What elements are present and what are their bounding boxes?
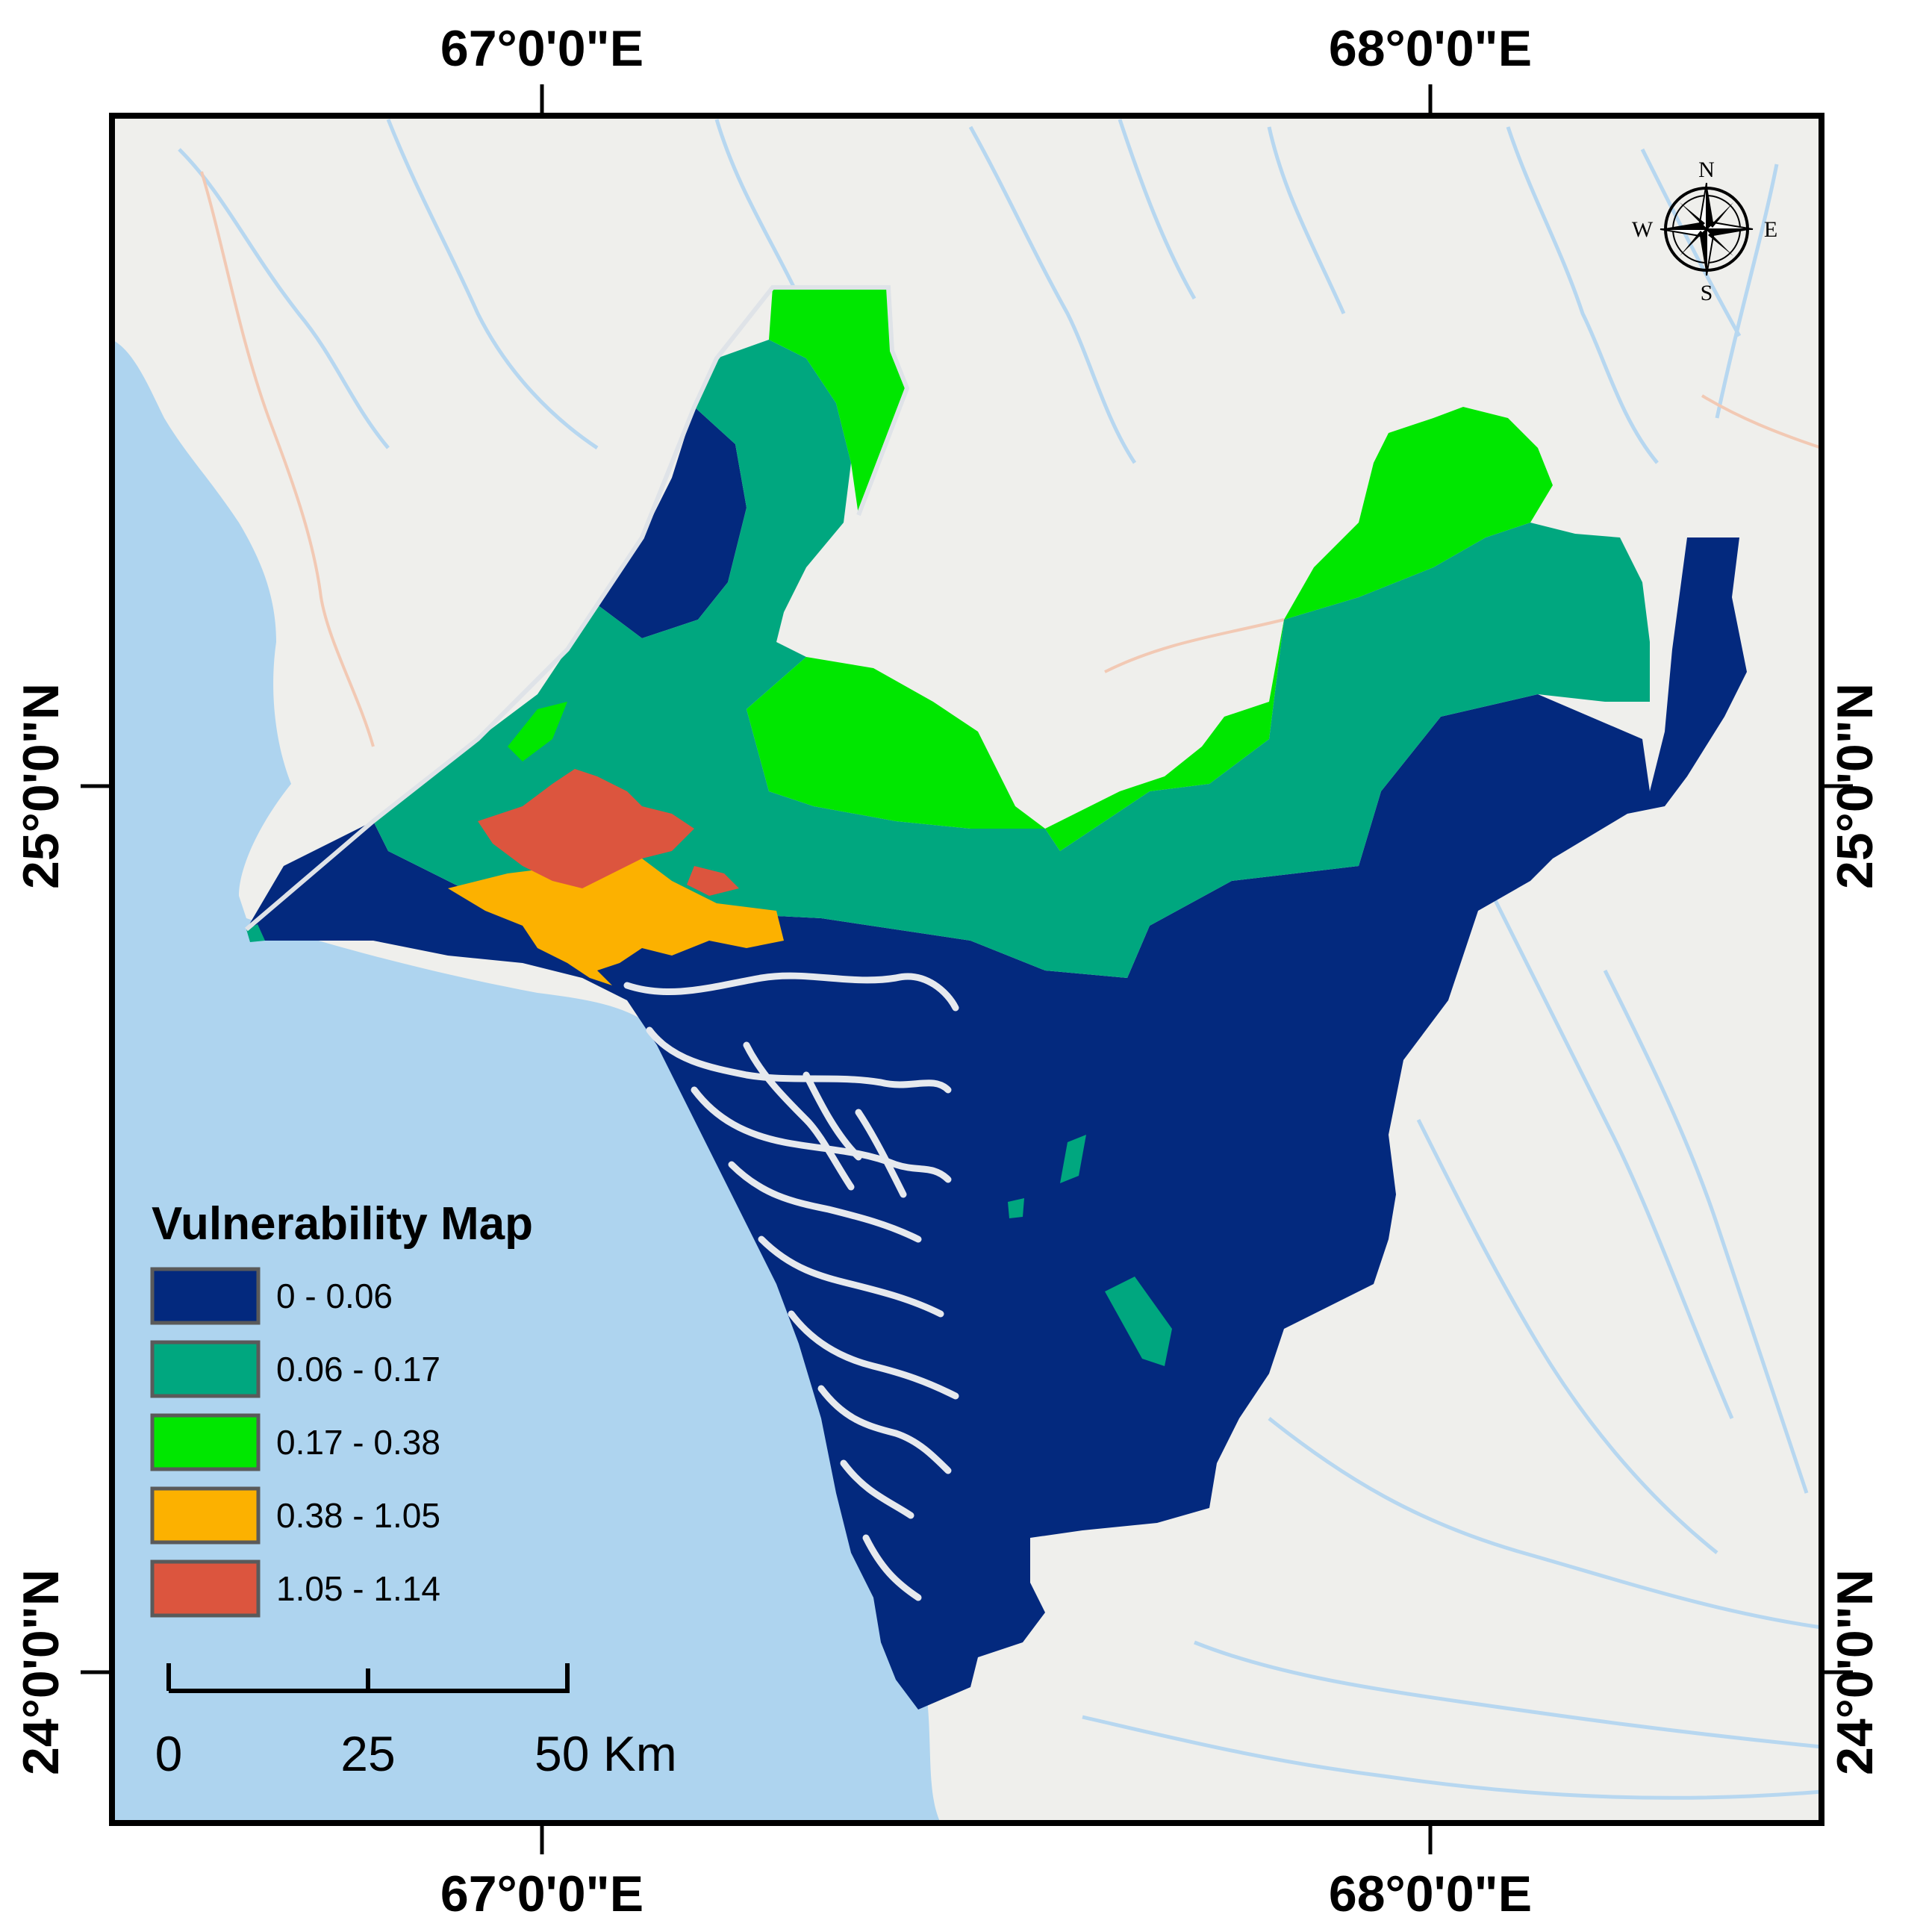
zone-class-1: [597, 407, 747, 638]
graticule-label-top-67e: 67°0'0"E: [440, 20, 643, 77]
compass-n: N: [1698, 158, 1715, 182]
legend-item: 0 - 0.06: [150, 1267, 393, 1325]
zone-class-2: [246, 924, 265, 942]
graticule-label-bottom-67e: 67°0'0"E: [440, 1866, 643, 1922]
map-frame: [109, 113, 1824, 1826]
zone-class-2: [373, 340, 1650, 978]
zone-class-5: [687, 866, 739, 896]
compass-w: W: [1632, 217, 1654, 242]
legend-swatch: [150, 1486, 261, 1545]
creeks: [623, 972, 959, 1601]
scale-label-0: 0: [155, 1726, 183, 1781]
scale-label-25: 25: [340, 1726, 395, 1781]
zone-class-5: [478, 769, 694, 888]
legend-label: 1.05 - 1.14: [276, 1569, 440, 1608]
compass-rose-icon: N S E W: [1632, 158, 1777, 305]
sea-area: [112, 340, 941, 1823]
study-area-outline: [245, 285, 910, 932]
zone-class-4: [448, 844, 784, 985]
legend-label: 0.06 - 0.17: [276, 1350, 440, 1389]
legend-label: 0.38 - 1.05: [276, 1496, 440, 1535]
scale-bar: 0 25 50 Km: [155, 1663, 677, 1781]
vulnerability-zones: [245, 285, 1747, 1710]
legend-item: 0.38 - 1.05: [150, 1486, 440, 1545]
legend-swatch: [150, 1267, 261, 1325]
compass-s: S: [1701, 281, 1713, 305]
zone-class-2: [1008, 1198, 1024, 1218]
legend-item: 1.05 - 1.14: [150, 1559, 440, 1618]
zone-class-2: [1105, 1277, 1172, 1366]
roads: [200, 171, 1822, 747]
legend-swatch: [150, 1413, 261, 1471]
legend-item: 0.17 - 0.38: [150, 1413, 440, 1471]
scale-label-50km: 50 Km: [535, 1726, 677, 1781]
graticule-label-left-24n: 24°0'0"N: [13, 1569, 69, 1775]
zone-class-3: [508, 702, 567, 761]
legend-label: 0.17 - 0.38: [276, 1423, 440, 1462]
graticule-label-bottom-68e: 68°0'0"E: [1329, 1866, 1532, 1922]
legend-swatch: [150, 1559, 261, 1618]
legend: Vulnerability Map 0 - 0.06 0.06 - 0.17 0…: [150, 1198, 533, 1618]
legend-item: 0.06 - 0.17: [150, 1340, 440, 1398]
rivers: [178, 119, 1822, 1800]
graticule-label-right-24n: 24°0'0"N: [1827, 1569, 1883, 1775]
graticule-ticks: [81, 84, 1853, 1854]
zone-class-1: [246, 537, 1747, 1710]
zone-class-3: [769, 287, 907, 515]
graticule-label-right-25n: 25°0'0"N: [1827, 683, 1883, 889]
zone-class-3: [1045, 407, 1553, 851]
legend-title: Vulnerability Map: [152, 1198, 533, 1250]
zone-class-3: [747, 657, 1045, 829]
legend-label: 0 - 0.06: [276, 1277, 393, 1315]
zone-class-2: [1060, 1135, 1086, 1183]
legend-swatch: [150, 1340, 261, 1398]
compass-e: E: [1764, 217, 1777, 242]
graticule-label-left-25n: 25°0'0"N: [13, 683, 69, 889]
graticule-label-top-68e: 68°0'0"E: [1329, 20, 1532, 77]
